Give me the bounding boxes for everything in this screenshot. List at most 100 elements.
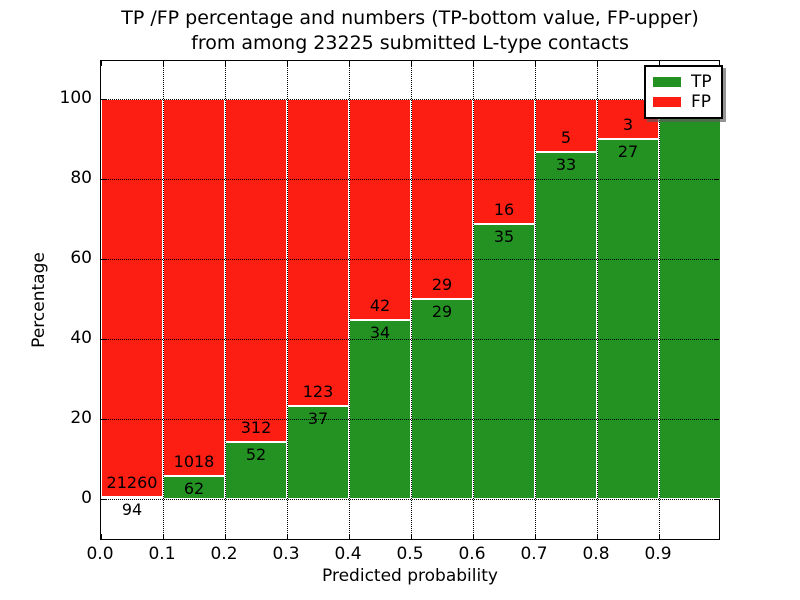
x-tick-top-9: [659, 61, 660, 66]
x-tick-top-2: [225, 61, 226, 66]
bar-segment-fp-3: [287, 99, 349, 406]
x-tick-label-0.7: 0.7: [520, 544, 548, 564]
x-tick-bottom-8: [597, 534, 598, 539]
legend-item-tp: TP: [653, 72, 712, 92]
tp-swatch-icon: [653, 77, 681, 87]
y-tick-label-80: 80: [70, 168, 92, 188]
chart-title: TP /FP percentage and numbers (TP-bottom…: [100, 6, 720, 56]
fp-count-label-4: 42: [369, 296, 391, 315]
bar-segment-tp-0: [101, 497, 163, 499]
fp-count-label-2: 312: [240, 418, 272, 437]
x-tick-bottom-1: [163, 534, 164, 539]
bar-segment-tp-4: [349, 320, 411, 499]
y-tick-left-0: [101, 499, 106, 500]
x-tick-bottom-5: [411, 534, 412, 539]
y-tick-right-60: [714, 259, 719, 260]
y-tick-left-80: [101, 179, 106, 180]
legend-item-fp: FP: [653, 92, 712, 112]
fp-count-label-7: 5: [560, 128, 572, 147]
h-gridline-0: [101, 499, 719, 500]
bar-segment-fp-1: [163, 99, 225, 476]
y-tick-left-100: [101, 99, 106, 100]
x-tick-label-0.2: 0.2: [210, 544, 238, 564]
h-gridline-100: [101, 99, 719, 100]
tp-count-label-0: 94: [121, 500, 143, 519]
x-tick-top-6: [473, 61, 474, 66]
chart-title-line2: from among 23225 submitted L-type contac…: [191, 32, 629, 54]
v-gridline-8: [597, 61, 598, 539]
h-gridline-60: [101, 259, 719, 260]
bar-segment-fp-0: [101, 99, 163, 497]
x-tick-bottom-4: [349, 534, 350, 539]
v-gridline-5: [411, 61, 412, 539]
tp-count-label-6: 35: [493, 227, 515, 246]
fp-count-label-3: 123: [302, 382, 334, 401]
fp-count-label-5: 29: [431, 275, 453, 294]
legend: TP FP: [644, 65, 723, 119]
h-gridline-20: [101, 419, 719, 420]
fp-count-label-1: 1018: [173, 452, 215, 471]
x-axis-label: Predicted probability: [322, 566, 498, 586]
x-tick-top-7: [535, 61, 536, 66]
x-tick-top-0: [101, 61, 102, 66]
v-gridline-4: [349, 61, 350, 539]
x-tick-top-4: [349, 61, 350, 66]
y-tick-label-100: 100: [59, 88, 92, 108]
tp-count-label-5: 29: [431, 302, 453, 321]
x-tick-label-0.0: 0.0: [86, 544, 114, 564]
y-tick-left-60: [101, 259, 106, 260]
legend-label-tp: TP: [691, 72, 712, 92]
x-tick-label-0.5: 0.5: [396, 544, 424, 564]
bar-segment-tp-9: [659, 99, 721, 499]
bar-segment-tp-6: [473, 224, 535, 499]
tp-count-label-2: 52: [245, 445, 267, 464]
y-tick-right-40: [714, 339, 719, 340]
bar-segment-tp-2: [225, 442, 287, 499]
chart-title-line1: TP /FP percentage and numbers (TP-bottom…: [121, 7, 699, 29]
v-gridline-6: [473, 61, 474, 539]
bar-segment-fp-2: [225, 99, 287, 442]
x-tick-label-0.6: 0.6: [458, 544, 486, 564]
v-gridline-9: [659, 61, 660, 539]
tp-count-label-3: 37: [307, 409, 329, 428]
x-tick-label-0.4: 0.4: [334, 544, 362, 564]
bar-segment-fp-5: [411, 99, 473, 299]
bar-segment-fp-4: [349, 99, 411, 320]
x-tick-bottom-6: [473, 534, 474, 539]
fp-count-label-0: 21260: [106, 473, 158, 492]
y-tick-right-0: [714, 499, 719, 500]
tp-count-label-1: 62: [183, 479, 205, 498]
legend-label-fp: FP: [691, 92, 712, 112]
x-tick-top-1: [163, 61, 164, 66]
x-tick-bottom-0: [101, 534, 102, 539]
bar-segment-tp-7: [535, 152, 597, 499]
tp-count-label-7: 33: [555, 155, 577, 174]
x-tick-label-0.1: 0.1: [148, 544, 176, 564]
y-tick-right-80: [714, 179, 719, 180]
tp-count-label-4: 34: [369, 323, 391, 342]
x-tick-top-5: [411, 61, 412, 66]
x-tick-bottom-2: [225, 534, 226, 539]
y-tick-left-40: [101, 339, 106, 340]
plot-area: 21260 94 1018 62 312 52 123 37 42 34 29 29 16 35 5 33 3 2…: [100, 60, 721, 540]
fp-swatch-icon: [653, 97, 681, 107]
tp-count-label-8: 27: [617, 142, 639, 161]
fp-count-label-6: 16: [493, 200, 515, 219]
x-tick-label-0.8: 0.8: [582, 544, 610, 564]
y-tick-label-40: 40: [70, 328, 92, 348]
y-tick-left-20: [101, 419, 106, 420]
v-gridline-2: [225, 61, 226, 539]
v-gridline-1: [163, 61, 164, 539]
bar-segment-tp-8: [597, 139, 659, 499]
y-tick-label-60: 60: [70, 248, 92, 268]
x-tick-label-0.9: 0.9: [644, 544, 672, 564]
y-tick-label-20: 20: [70, 408, 92, 428]
x-tick-top-3: [287, 61, 288, 66]
x-tick-top-8: [597, 61, 598, 66]
x-tick-bottom-9: [659, 534, 660, 539]
x-tick-bottom-7: [535, 534, 536, 539]
v-gridline-7: [535, 61, 536, 539]
bar-segment-tp-5: [411, 299, 473, 499]
x-tick-label-0.3: 0.3: [272, 544, 300, 564]
